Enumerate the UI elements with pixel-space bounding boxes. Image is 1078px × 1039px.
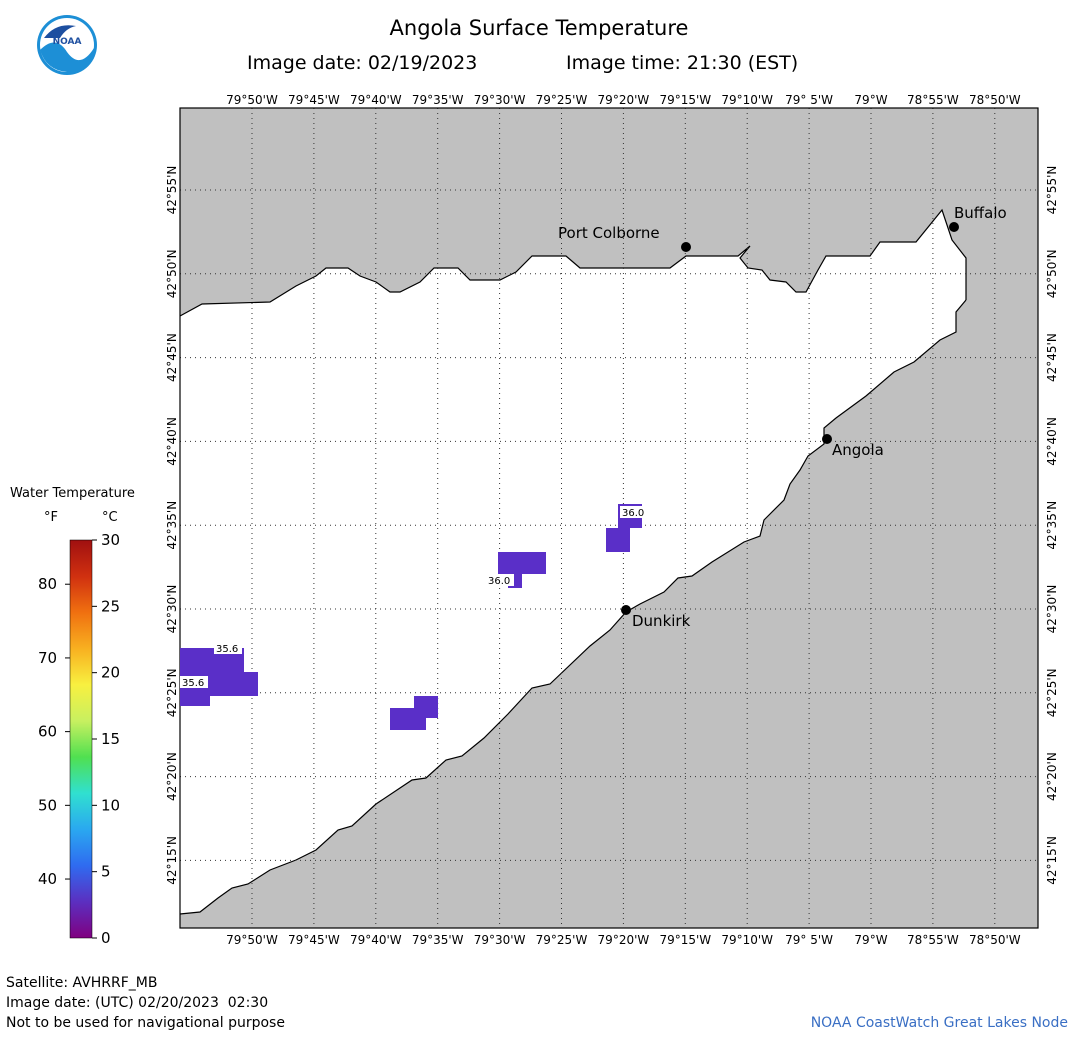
city-markers: Port Colborne Buffalo Angola Dunkirk: [558, 204, 1007, 630]
fahrenheit-tick-label: 80: [38, 575, 57, 593]
longitude-label: 79°20'W: [598, 933, 650, 947]
lat-lon-grid: [180, 108, 1038, 928]
latitude-label: 42°40'N: [1045, 417, 1059, 466]
latitude-label: 42°45'N: [1045, 333, 1059, 382]
fahrenheit-tick-label: 70: [38, 649, 57, 667]
longitude-label: 79°40'W: [350, 93, 402, 107]
latitude-label: 42°25'N: [1045, 668, 1059, 717]
temp-pixel-block: [498, 552, 546, 574]
longitude-label: 79°30'W: [474, 933, 526, 947]
disclaimer-label: Not to be used for navigational purpose: [6, 1015, 285, 1031]
reading-label: 35.6: [216, 644, 238, 655]
longitude-label: 79°10'W: [721, 933, 773, 947]
legend-title: Water Temperature: [10, 486, 135, 501]
image-date-label: Image date: 02/19/2023: [247, 52, 478, 74]
temp-pixel-block: [180, 690, 210, 706]
reading-label: 36.0: [488, 576, 510, 587]
temp-pixel-block: [244, 672, 258, 696]
longitude-label: 79°W: [854, 93, 887, 107]
legend-unit-f: °F: [44, 510, 58, 525]
celsius-tick-label: 20: [101, 664, 120, 682]
longitude-label: 79°15'W: [659, 93, 711, 107]
latitude-label: 42°50'N: [165, 249, 179, 298]
us-land: [180, 300, 1038, 928]
latitude-label: 42°30'N: [1045, 585, 1059, 634]
latitude-label: 42°35'N: [1045, 501, 1059, 550]
longitude-label: 79°W: [854, 933, 887, 947]
latitude-label: 42°20'N: [1045, 752, 1059, 801]
longitude-label: 78°55'W: [907, 93, 959, 107]
city-label-dunkirk: Dunkirk: [632, 612, 691, 630]
credit-link[interactable]: NOAA CoastWatch Great Lakes Node: [810, 1015, 1068, 1031]
fahrenheit-tick-label: 40: [38, 870, 57, 888]
longitude-label: 79° 5'W: [785, 933, 833, 947]
latitude-label: 42°55'N: [165, 166, 179, 215]
city-label-angola: Angola: [832, 441, 884, 459]
latitude-label: 42°15'N: [1045, 836, 1059, 885]
city-label-port-colborne: Port Colborne: [558, 224, 660, 242]
city-label-buffalo: Buffalo: [954, 204, 1007, 222]
utc-date-label: Image date: (UTC) 02/20/2023 02:30: [6, 995, 269, 1011]
longitude-label: 79°30'W: [474, 93, 526, 107]
latitude-labels-left: 42°55'N 42°50'N 42°45'N 42°40'N 42°35'N 42°30…: [165, 166, 179, 885]
celsius-tick-label: 10: [101, 796, 120, 814]
latitude-label: 42°35'N: [165, 501, 179, 550]
latitude-label: 42°30'N: [165, 585, 179, 634]
satellite-label: Satellite: AVHRRF_MB: [6, 975, 158, 991]
latitude-label: 42°25'N: [165, 668, 179, 717]
longitude-label: 78°55'W: [907, 933, 959, 947]
longitude-label: 79°45'W: [288, 93, 340, 107]
longitude-label: 79°40'W: [350, 933, 402, 947]
map-title: Angola Surface Temperature: [389, 16, 689, 40]
latitude-label: 42°15'N: [165, 836, 179, 885]
canada-land: [180, 108, 1038, 316]
image-time-label: Image time: 21:30 (EST): [566, 52, 799, 74]
longitude-labels-top: 79°50'W 79°45'W 79°40'W 79°35'W 79°30'W 79°25…: [226, 93, 1021, 107]
temp-pixel-block: [414, 696, 438, 718]
celsius-tick-label: 25: [101, 597, 120, 615]
reading-label: 35.6: [182, 678, 204, 689]
fahrenheit-tick-label: 50: [38, 796, 57, 814]
longitude-label: 79°35'W: [412, 933, 464, 947]
temperature-readings: 35.6 35.6 36.0 36.0: [180, 506, 648, 689]
dunkirk-marker: [621, 605, 631, 615]
latitude-label: 42°40'N: [165, 417, 179, 466]
celsius-tick-label: 30: [101, 531, 120, 549]
celsius-tick-label: 15: [101, 730, 120, 748]
longitude-label: 79°35'W: [412, 93, 464, 107]
buffalo-marker: [949, 222, 959, 232]
latitude-label: 42°45'N: [165, 333, 179, 382]
longitude-label: 79°20'W: [598, 93, 650, 107]
longitude-label: 78°50'W: [969, 933, 1021, 947]
temperature-colorbar: [69, 539, 93, 939]
longitude-label: 79°50'W: [226, 933, 278, 947]
longitude-label: 79°25'W: [536, 933, 588, 947]
latitude-label: 42°20'N: [165, 752, 179, 801]
longitude-label: 78°50'W: [969, 93, 1021, 107]
longitude-labels-bottom: 79°50'W 79°45'W 79°40'W 79°35'W 79°30'W 79°25…: [226, 933, 1021, 947]
angola-marker: [822, 434, 832, 444]
port-colborne-marker: [681, 242, 691, 252]
longitude-label: 79°15'W: [659, 933, 711, 947]
celsius-tick-label: 0: [101, 929, 111, 947]
latitude-label: 42°50'N: [1045, 249, 1059, 298]
temp-pixel-block: [606, 528, 630, 552]
celsius-tick-label: 5: [101, 863, 111, 881]
noaa-logo-icon: NOAA: [37, 15, 97, 75]
latitude-label: 42°55'N: [1045, 166, 1059, 215]
fahrenheit-tick-label: 60: [38, 723, 57, 741]
longitude-label: 79°50'W: [226, 93, 278, 107]
latitude-labels-right: 42°55'N 42°50'N 42°45'N 42°40'N 42°35'N 42°30…: [1045, 166, 1059, 885]
logo-text: NOAA: [53, 37, 82, 47]
reading-label: 36.0: [622, 508, 644, 519]
longitude-label: 79°10'W: [721, 93, 773, 107]
legend-unit-c: °C: [102, 510, 118, 525]
longitude-label: 79° 5'W: [785, 93, 833, 107]
longitude-label: 79°25'W: [536, 93, 588, 107]
map-frame: [179, 107, 1039, 929]
longitude-label: 79°45'W: [288, 933, 340, 947]
